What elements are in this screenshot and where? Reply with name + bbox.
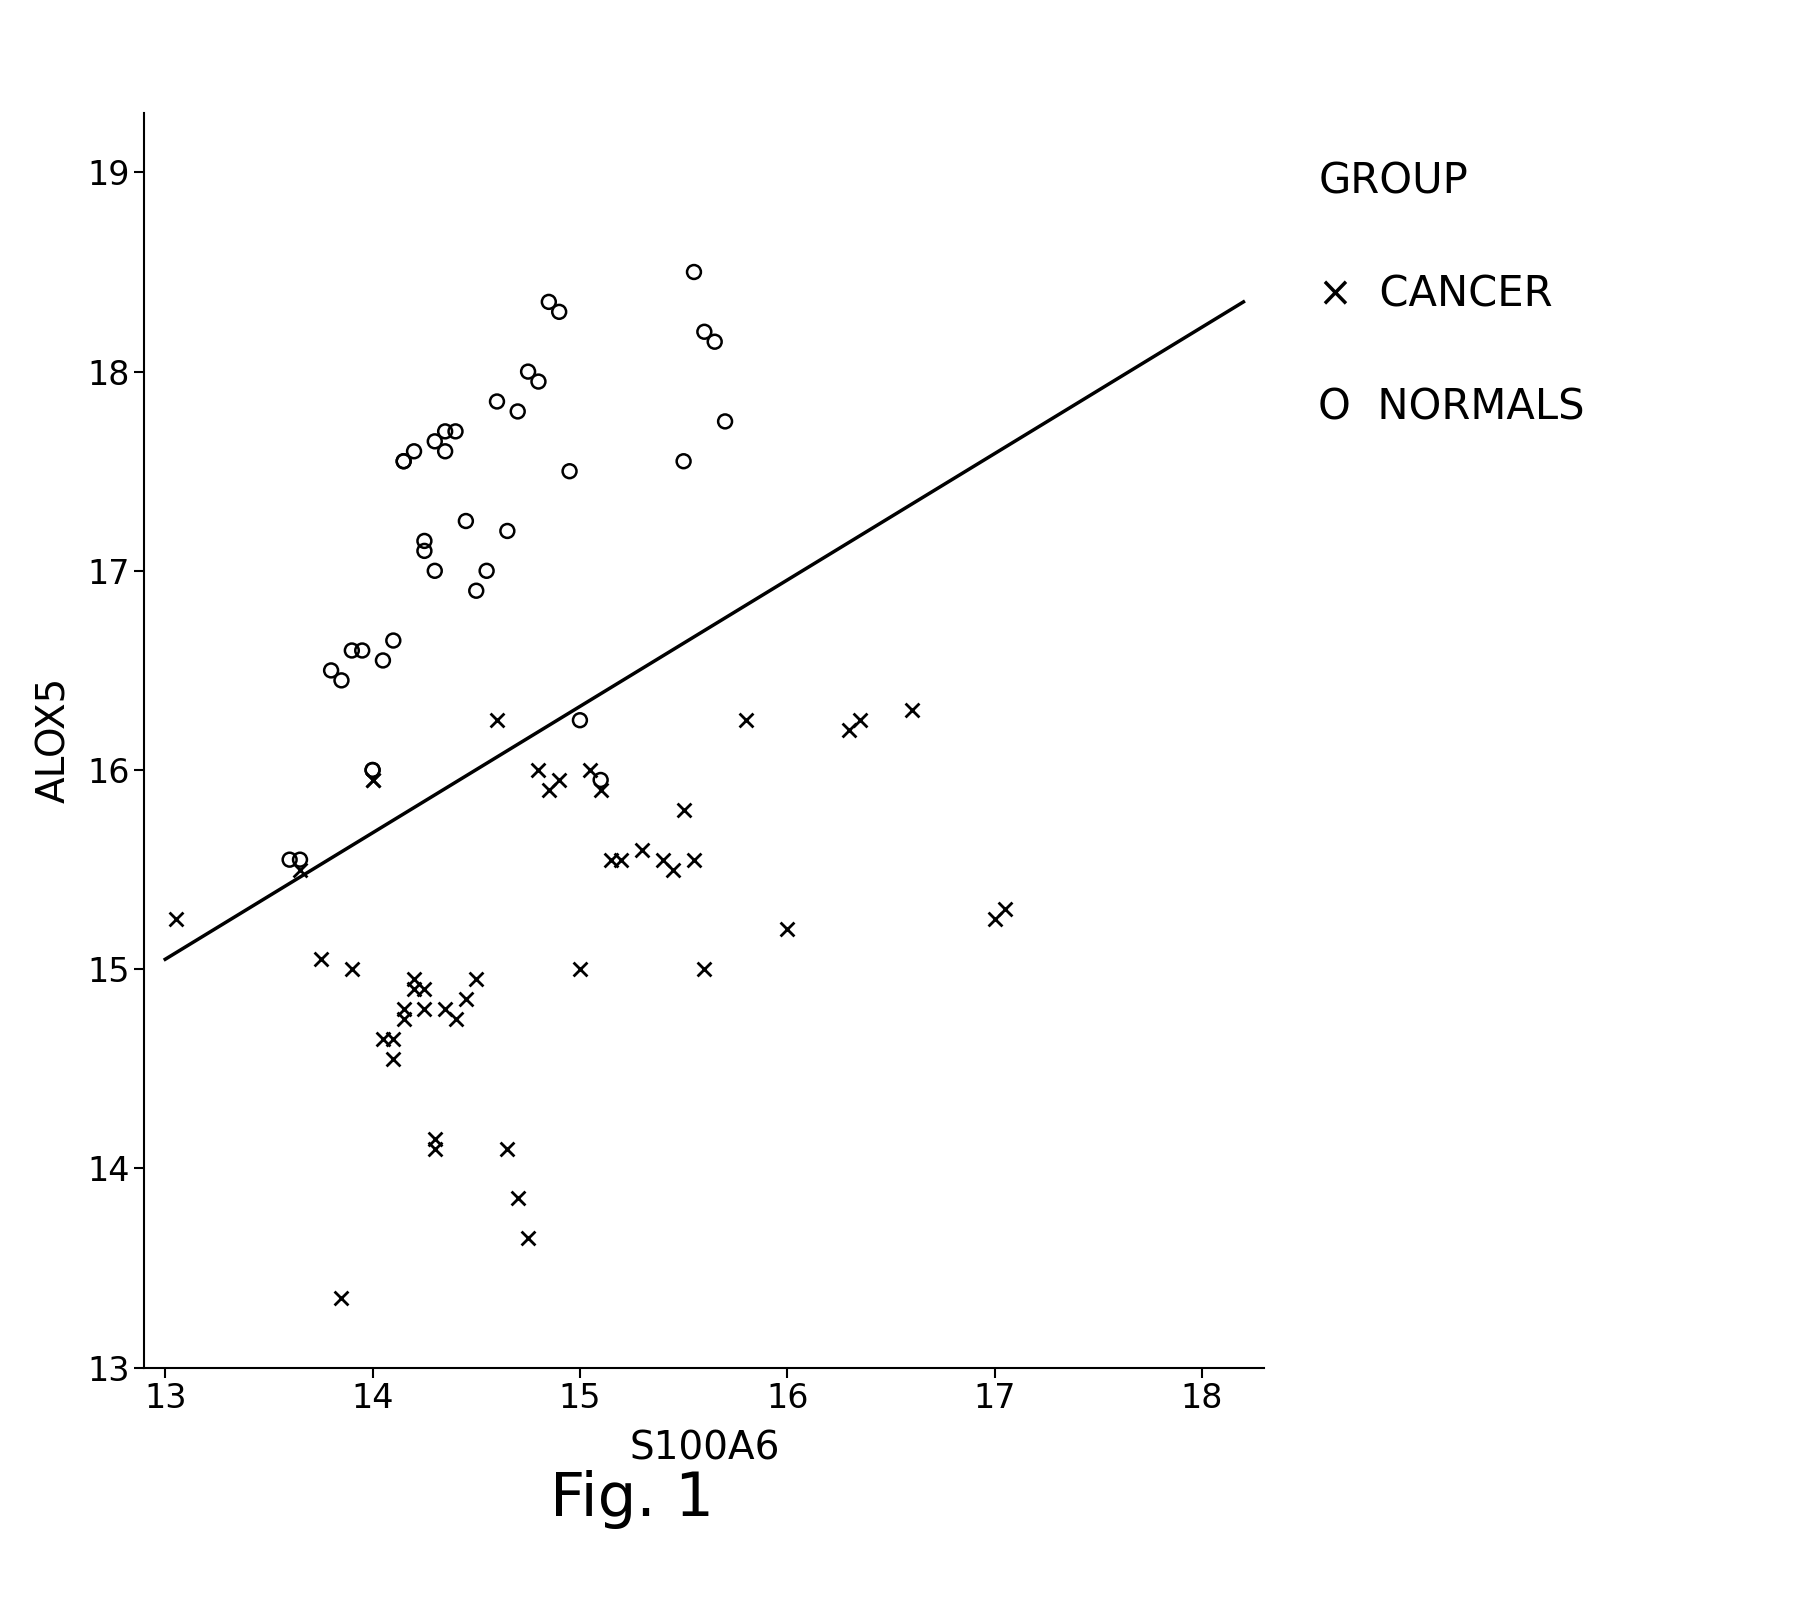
Point — [700, 328, 729, 354]
Point — [410, 537, 439, 563]
Point — [679, 259, 708, 285]
Point — [565, 956, 594, 981]
Point — [440, 1006, 469, 1031]
Point — [285, 856, 314, 882]
Point — [587, 777, 616, 803]
Point — [357, 767, 386, 793]
Point — [421, 428, 449, 454]
Point — [493, 518, 522, 544]
Point — [285, 846, 314, 872]
Point — [545, 767, 574, 793]
Point — [390, 1006, 419, 1031]
Point — [482, 708, 511, 734]
Point — [430, 996, 458, 1022]
X-axis label: S100A6: S100A6 — [628, 1429, 780, 1467]
Point — [606, 846, 635, 872]
Point — [451, 986, 480, 1012]
Point — [440, 418, 469, 444]
Point — [628, 837, 657, 862]
Point — [379, 628, 408, 653]
Point — [534, 290, 563, 315]
Point — [773, 917, 801, 943]
Point — [338, 956, 366, 981]
Y-axis label: ALOX5: ALOX5 — [36, 677, 74, 803]
Point — [399, 438, 428, 463]
Point — [690, 956, 718, 981]
Point — [316, 658, 345, 684]
Point — [834, 718, 863, 743]
Point — [390, 449, 419, 475]
Point — [307, 946, 336, 972]
Point — [482, 389, 511, 415]
Point — [430, 418, 458, 444]
Point — [709, 409, 738, 434]
Point — [587, 767, 616, 793]
Text: GROUP: GROUP — [1318, 161, 1467, 203]
Point — [523, 758, 552, 784]
Point — [493, 1136, 522, 1162]
Point — [390, 996, 419, 1022]
Point — [348, 637, 377, 663]
Point — [161, 906, 190, 932]
Point — [534, 777, 563, 803]
Text: ×  CANCER: × CANCER — [1318, 274, 1552, 315]
Point — [338, 637, 366, 663]
Point — [845, 708, 874, 734]
Point — [379, 1046, 408, 1072]
Point — [648, 846, 677, 872]
Point — [731, 708, 760, 734]
Point — [327, 1286, 356, 1311]
Point — [390, 449, 419, 475]
Point — [504, 1186, 532, 1212]
Point — [659, 856, 688, 882]
Point — [399, 967, 428, 993]
Point — [357, 758, 386, 784]
Point — [357, 767, 386, 793]
Point — [554, 459, 583, 484]
Point — [368, 647, 397, 673]
Point — [399, 977, 428, 1002]
Point — [379, 1027, 408, 1052]
Point — [451, 508, 480, 534]
Point — [421, 1126, 449, 1152]
Point — [462, 967, 491, 993]
Point — [410, 996, 439, 1022]
Point — [462, 578, 491, 603]
Point — [430, 438, 458, 463]
Point — [357, 758, 386, 784]
Point — [989, 896, 1018, 922]
Point — [545, 299, 574, 325]
Point — [690, 319, 718, 344]
Point — [980, 906, 1009, 932]
Point — [327, 668, 356, 693]
Point — [565, 708, 594, 734]
Point — [679, 846, 708, 872]
Point — [421, 558, 449, 584]
Text: Fig. 1: Fig. 1 — [551, 1469, 713, 1529]
Point — [410, 977, 439, 1002]
Point — [410, 528, 439, 553]
Point — [513, 359, 542, 385]
Point — [897, 697, 926, 722]
Point — [596, 846, 625, 872]
Point — [523, 368, 552, 394]
Point — [471, 558, 500, 584]
Point — [670, 796, 699, 822]
Point — [576, 758, 605, 784]
Point — [368, 1027, 397, 1052]
Point — [274, 846, 303, 872]
Point — [670, 449, 699, 475]
Point — [421, 1136, 449, 1162]
Text: O  NORMALS: O NORMALS — [1318, 386, 1585, 428]
Point — [504, 399, 532, 425]
Point — [513, 1226, 542, 1252]
